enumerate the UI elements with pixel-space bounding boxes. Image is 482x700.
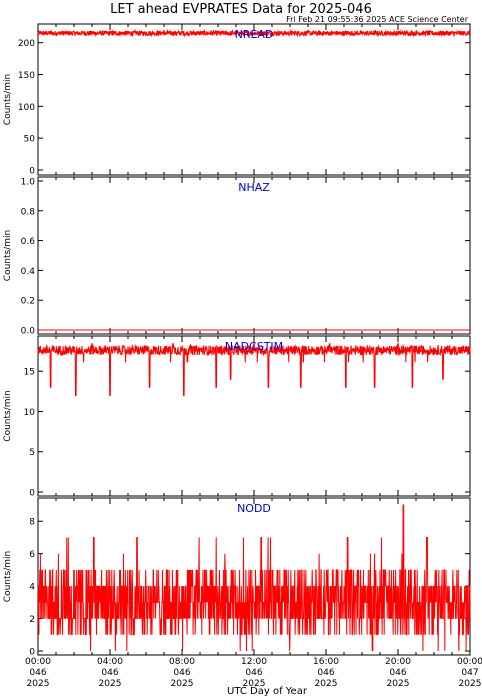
y-tick-label: 0 xyxy=(29,167,35,177)
x-tick-label: 12:00 xyxy=(241,657,267,667)
panel-nadcstim: 0 5 10 15 Counts/min NADCSTIM xyxy=(3,335,471,499)
x-tick-label: 046 xyxy=(101,668,118,678)
panel-label: NADCSTIM xyxy=(225,340,283,353)
y-tick-label: 5 xyxy=(29,448,35,458)
x-tick-label: 2025 xyxy=(387,679,410,689)
y-tick-label: 50 xyxy=(24,135,36,145)
panel-label: NHAZ xyxy=(238,181,270,194)
x-tick-label: 046 xyxy=(389,668,406,678)
y-axis-label: Counts/min xyxy=(3,74,13,125)
y-tick-label: 0 xyxy=(29,648,35,658)
x-tick-label: 20:00 xyxy=(385,657,411,667)
panel-label: NODD xyxy=(237,502,271,515)
x-tick-label: 2025 xyxy=(243,679,266,689)
x-tick-label: 046 xyxy=(173,668,190,678)
series-line xyxy=(37,343,471,396)
y-tick-label: 0.4 xyxy=(21,267,36,277)
x-tick-label: 2025 xyxy=(315,679,338,689)
x-tick-label: 2025 xyxy=(27,679,50,689)
x-tick-label: 00:00 xyxy=(457,657,482,667)
x-tick-label: 04:00 xyxy=(97,657,123,667)
y-tick-label: 0 xyxy=(29,489,35,499)
panel-nread: 0 50 100 150 200 Counts/min NREAD xyxy=(3,23,471,177)
y-tick-label: 100 xyxy=(18,103,35,113)
x-axis-labels: 00:00046202504:00046202508:00046202512:0… xyxy=(25,657,482,689)
x-tick-label: 046 xyxy=(29,668,46,678)
x-tick-label: 08:00 xyxy=(169,657,195,667)
y-axis-label: Counts/min xyxy=(3,390,13,441)
x-tick-label: 047 xyxy=(461,668,478,678)
figure-title: LET ahead EVPRATES Data for 2025-046 xyxy=(110,2,372,17)
x-tick-label: 046 xyxy=(245,668,262,678)
x-tick-label: 00:00 xyxy=(25,657,51,667)
x-axis-title: UTC Day of Year xyxy=(227,686,308,697)
plot-frame xyxy=(37,176,471,335)
y-tick-label: 150 xyxy=(18,71,35,81)
x-tick-label: 2025 xyxy=(171,679,194,689)
panels-group: 050100150200Counts/minNREAD0.00.20.40.60… xyxy=(3,23,471,658)
y-tick-label: 200 xyxy=(18,39,35,49)
x-tick-label: 2025 xyxy=(99,679,122,689)
y-tick-label: 1.0 xyxy=(21,178,36,188)
x-tick-label: 2025 xyxy=(459,679,482,689)
y-tick-label: 6 xyxy=(29,550,35,560)
plot-frame xyxy=(37,23,471,176)
y-axis-label: Counts/min xyxy=(3,230,13,281)
y-tick-label: 0.2 xyxy=(21,297,35,307)
y-tick-label: 0.8 xyxy=(21,207,36,217)
y-tick-label: 0.0 xyxy=(21,327,36,337)
y-tick-label: 8 xyxy=(29,518,35,528)
y-tick-label: 0.6 xyxy=(21,237,36,247)
y-tick-label: 2 xyxy=(29,615,35,625)
series-line xyxy=(37,28,471,38)
panel-nhaz: 0.0 0.2 0.4 0.6 0.8 1.0 Counts/min NHAZ xyxy=(3,176,471,337)
series-line xyxy=(37,504,471,652)
x-tick-label: 046 xyxy=(317,668,334,678)
panel-nodd: 0 2 4 6 8 Counts/min NODD xyxy=(3,497,471,658)
timestamp-label: Fri Feb 21 09:55:36 2025 ACE Science Cen… xyxy=(286,15,469,24)
y-tick-label: 15 xyxy=(24,368,35,378)
y-axis-label: Counts/min xyxy=(3,551,13,602)
panel-label: NREAD xyxy=(235,28,274,41)
x-tick-label: 16:00 xyxy=(313,657,339,667)
y-tick-label: 4 xyxy=(29,583,35,593)
plot-frame xyxy=(37,335,471,497)
y-tick-label: 10 xyxy=(24,408,36,418)
